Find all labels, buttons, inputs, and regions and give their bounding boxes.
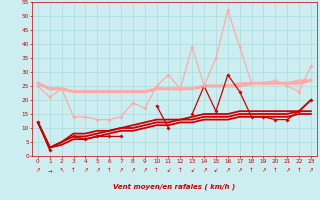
X-axis label: Vent moyen/en rafales ( km/h ): Vent moyen/en rafales ( km/h ) bbox=[113, 183, 236, 190]
